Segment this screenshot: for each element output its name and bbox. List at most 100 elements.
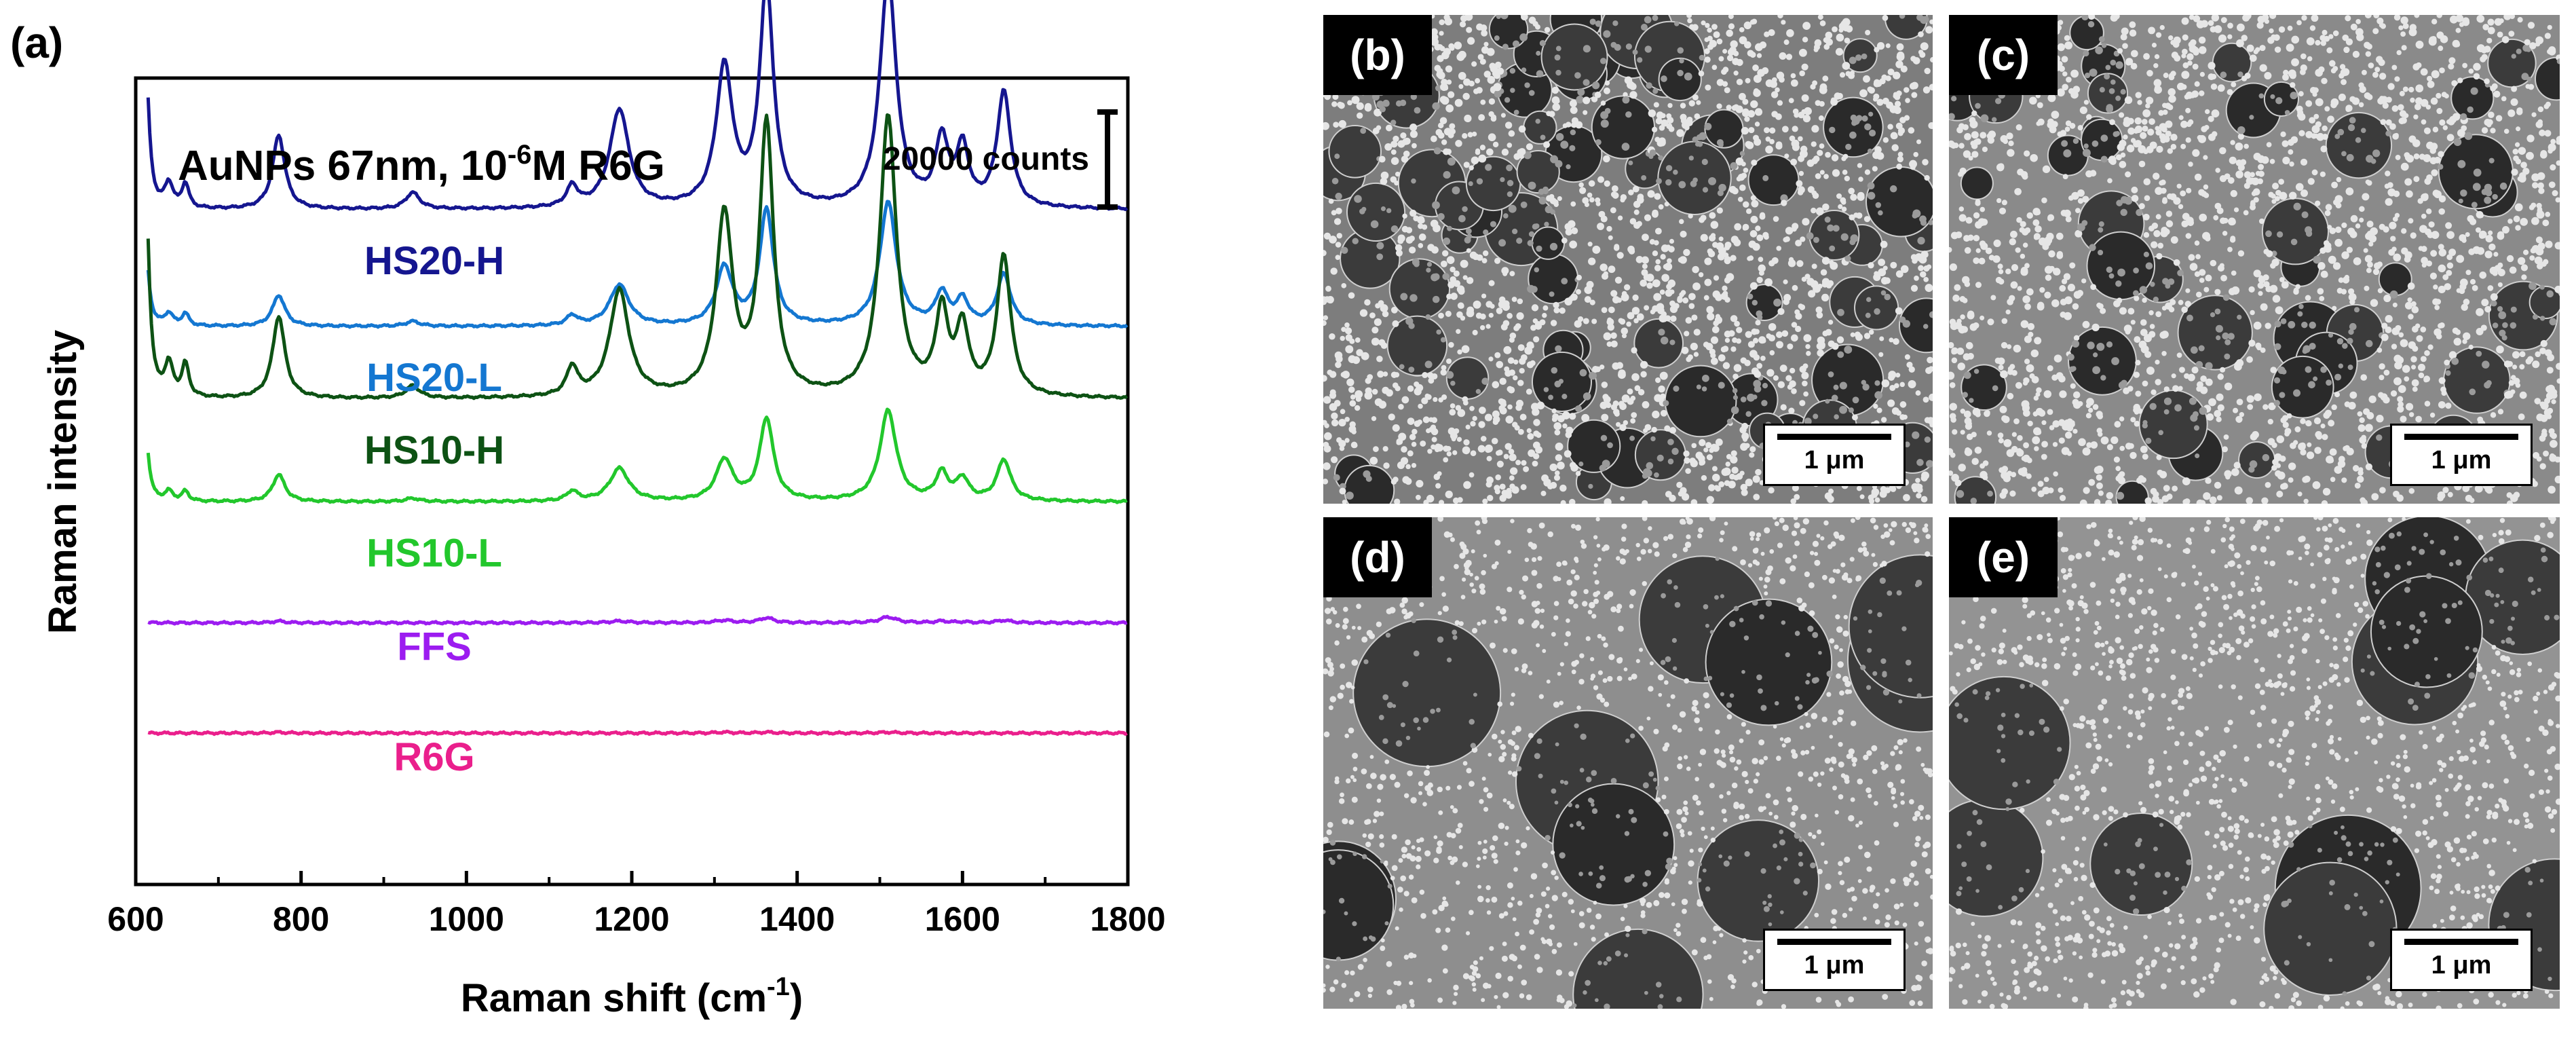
sem-nanoparticle <box>1952 294 1960 302</box>
sem-nanoparticle <box>1971 458 1979 465</box>
sem-nanoparticle <box>1380 177 1388 185</box>
sem-nanoparticle <box>2438 377 2446 384</box>
sem-nanoparticle <box>1704 257 1712 265</box>
sem-nanoparticle <box>2379 487 2386 493</box>
sem-nanoparticle <box>1923 276 1929 282</box>
sem-nanoparticle <box>1323 909 1326 914</box>
sem-nanoparticle <box>1390 225 1399 233</box>
sem-nanoparticle <box>1903 493 1910 502</box>
sem-nanoparticle <box>1793 517 1798 521</box>
sem-nanoparticle <box>2372 28 2379 35</box>
sem-nanoparticle <box>1398 858 1403 863</box>
sem-nanoparticle <box>1835 48 1844 56</box>
sem-nanoparticle <box>1718 142 1724 147</box>
sem-nanoparticle <box>1884 293 1891 301</box>
sem-nanoparticle <box>2243 171 2252 179</box>
sem-nanoparticle <box>1855 823 1859 827</box>
sem-nanoparticle <box>1914 842 1920 847</box>
sem-nanoparticle <box>1951 96 1957 102</box>
sem-nanoparticle <box>1918 265 1924 272</box>
sem-nanoparticle <box>1880 658 1887 665</box>
sem-nanoparticle <box>1502 992 1509 999</box>
sem-nanoparticle <box>1469 719 1475 725</box>
sem-nanoparticle <box>1796 260 1804 267</box>
sem-nanoparticle <box>2512 365 2518 370</box>
sem-nanoparticle <box>2134 336 2141 343</box>
sem-nanoparticle <box>1763 234 1769 240</box>
sem-nanoparticle <box>2165 130 2172 137</box>
sem-nanoparticle <box>1409 209 1417 217</box>
sem-nanoparticle <box>1616 252 1624 259</box>
sem-nanoparticle <box>1713 320 1719 327</box>
sem-pore <box>2069 15 2104 51</box>
sem-nanoparticle <box>1794 878 1800 884</box>
sem-nanoparticle <box>1924 841 1931 849</box>
sem-nanoparticle <box>2476 350 2482 357</box>
sem-nanoparticle <box>1410 93 1418 100</box>
sem-nanoparticle <box>1356 603 1361 610</box>
sem-nanoparticle <box>1386 989 1393 995</box>
sem-nanoparticle <box>2501 96 2507 102</box>
sem-nanoparticle <box>2277 471 2286 480</box>
sem-nanoparticle <box>1507 800 1511 805</box>
sem-nanoparticle <box>1850 720 1857 726</box>
sem-nanoparticle <box>1436 707 1441 713</box>
sem-nanoparticle <box>2517 176 2523 182</box>
sem-nanoparticle <box>1340 792 1344 798</box>
sem-nanoparticle <box>1426 261 1433 267</box>
sem-nanoparticle <box>2515 382 2521 388</box>
sem-nanoparticle <box>1776 246 1782 251</box>
sem-nanoparticle <box>2185 107 2191 113</box>
sem-nanoparticle <box>2298 443 2306 451</box>
sem-nanoparticle <box>2335 202 2342 209</box>
sem-nanoparticle <box>1780 404 1787 411</box>
sem-nanoparticle <box>1515 323 1521 329</box>
sem-nanoparticle <box>1533 336 1540 343</box>
sem-nanoparticle <box>2156 454 2162 460</box>
sem-nanoparticle <box>2227 22 2233 29</box>
sem-nanoparticle <box>2366 221 2374 228</box>
sem-nanoparticle <box>2196 499 2204 504</box>
sem-nanoparticle <box>2138 203 2145 210</box>
sem-nanoparticle <box>1716 207 1723 214</box>
sem-nanoparticle <box>2006 132 2013 140</box>
sem-nanoparticle <box>1661 244 1669 253</box>
sem-nanoparticle <box>1802 22 1811 31</box>
sem-nanoparticle <box>2288 191 2297 200</box>
sem-nanoparticle <box>1602 460 1610 468</box>
sem-nanoparticle <box>2484 196 2492 204</box>
sem-nanoparticle <box>1958 214 1967 222</box>
sem-nanoparticle <box>1458 215 1466 223</box>
sem-nanoparticle <box>2467 106 2474 113</box>
sem-nanoparticle <box>1663 808 1669 815</box>
sem-nanoparticle <box>2250 310 2255 316</box>
sem-nanoparticle <box>2051 111 2060 119</box>
sem-nanoparticle <box>1799 365 1806 373</box>
sem-nanoparticle <box>2223 434 2229 440</box>
sem-nanoparticle <box>2248 286 2255 293</box>
sem-nanoparticle <box>1815 173 1821 179</box>
sem-nanoparticle <box>1842 62 1851 70</box>
sem-nanoparticle <box>1442 896 1447 901</box>
sem-nanoparticle <box>2014 187 2022 195</box>
sem-nanoparticle <box>2288 138 2294 146</box>
sem-nanoparticle <box>1535 24 1540 30</box>
x-axis-ticks: 600 800 1000 1200 1400 1600 1800 <box>107 871 1166 938</box>
sem-nanoparticle <box>1457 349 1462 355</box>
sem-nanoparticle <box>2463 299 2470 305</box>
sem-nanoparticle <box>1792 554 1798 559</box>
series-label-hs20-h: HS20-H <box>364 239 504 283</box>
sem-nanoparticle <box>2061 278 2068 284</box>
sem-nanoparticle <box>1798 837 1804 842</box>
sem-nanoparticle <box>1753 75 1762 83</box>
sem-nanoparticle <box>1661 274 1669 282</box>
sem-nanoparticle <box>2024 358 2030 365</box>
sem-nanoparticle <box>1916 693 1922 698</box>
sem-nanoparticle <box>1769 350 1775 356</box>
sem-nanoparticle <box>2362 193 2370 201</box>
sem-nanoparticle <box>1673 856 1678 861</box>
sem-nanoparticle <box>1922 86 1931 94</box>
sem-nanoparticle <box>1663 536 1669 541</box>
sem-nanoparticle <box>1604 107 1611 114</box>
sem-nanoparticle <box>1479 58 1486 65</box>
